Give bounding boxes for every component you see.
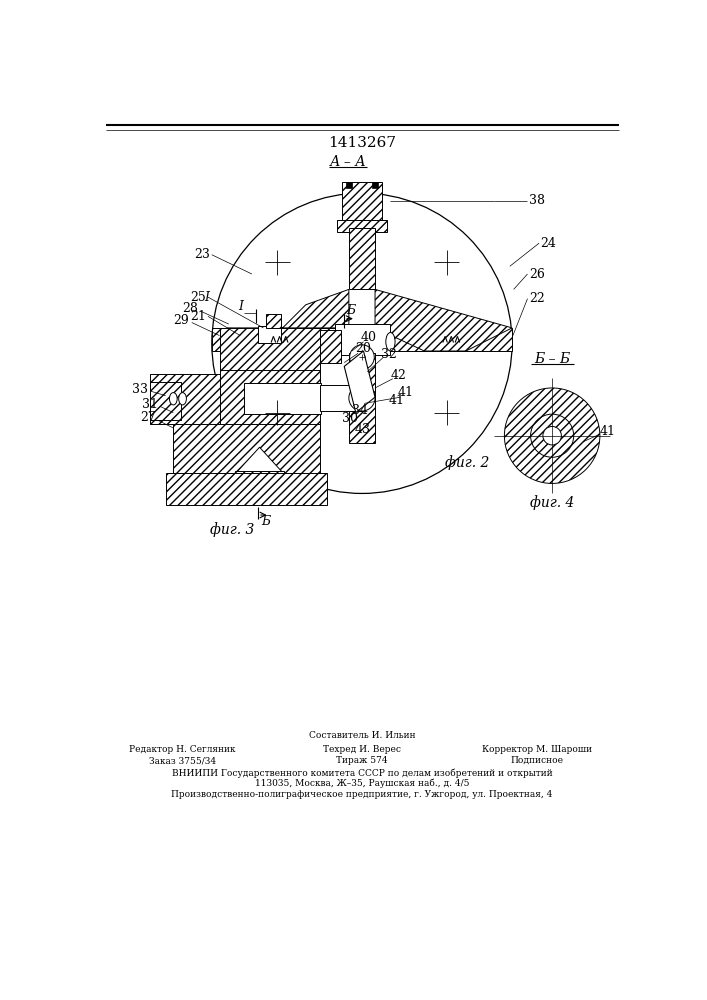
Text: Техред И. Верес: Техред И. Верес [323, 745, 401, 754]
Text: 29: 29 [173, 314, 189, 327]
Ellipse shape [170, 393, 177, 405]
Polygon shape [235, 447, 284, 474]
Bar [349, 228, 375, 289]
Text: 32: 32 [381, 348, 397, 361]
Bar [320, 330, 341, 363]
Circle shape [530, 414, 573, 457]
Text: 1413267: 1413267 [328, 136, 396, 150]
Text: 26: 26 [529, 267, 544, 280]
Text: 41: 41 [600, 425, 616, 438]
Text: Составитель И. Ильин: Составитель И. Ильин [309, 732, 415, 740]
Bar [320, 385, 362, 411]
Text: Производственно-полиграфическое предприятие, г. Ужгород, ул. Проектная, 4: Производственно-полиграфическое предприя… [171, 790, 553, 799]
Bar [375, 328, 512, 351]
Circle shape [212, 193, 512, 493]
Text: Б: Б [261, 515, 270, 528]
Text: 21: 21 [190, 310, 206, 323]
Bar [346, 182, 352, 188]
Polygon shape [227, 289, 349, 351]
Text: Заказ 3755/34: Заказ 3755/34 [149, 756, 216, 765]
Text: 22: 22 [529, 292, 544, 305]
Text: фиг. 3: фиг. 3 [211, 522, 255, 537]
Circle shape [543, 426, 561, 445]
Circle shape [359, 354, 365, 360]
Text: 43: 43 [355, 423, 370, 436]
Bar [337, 220, 387, 232]
Bar [219, 370, 320, 428]
Text: I: I [205, 291, 210, 304]
Bar [258, 326, 281, 343]
Text: фиг. 2: фиг. 2 [445, 455, 490, 470]
Ellipse shape [330, 333, 339, 351]
Text: Тираж 574: Тираж 574 [336, 756, 387, 765]
Bar [372, 182, 378, 188]
Bar [165, 473, 327, 505]
Text: 42: 42 [390, 369, 406, 382]
Ellipse shape [179, 393, 187, 405]
Text: Б: Б [346, 304, 355, 317]
Text: 30: 30 [342, 412, 358, 425]
Text: 25: 25 [190, 291, 206, 304]
Circle shape [504, 388, 600, 483]
Text: 31: 31 [142, 398, 158, 411]
Bar [150, 382, 181, 420]
Text: 38: 38 [529, 194, 544, 207]
Text: 41: 41 [389, 394, 404, 407]
Text: 113035, Москва, Ж–35, Раушская наб., д. 4/5: 113035, Москва, Ж–35, Раушская наб., д. … [255, 779, 469, 788]
Bar [342, 182, 382, 226]
Circle shape [349, 385, 375, 411]
Polygon shape [344, 351, 375, 413]
Text: 41: 41 [398, 386, 414, 399]
Text: 20: 20 [356, 342, 371, 355]
Text: фиг. 4: фиг. 4 [530, 495, 574, 510]
Text: Подписное: Подписное [510, 756, 563, 765]
Text: 27: 27 [140, 411, 156, 424]
Bar [212, 328, 349, 351]
Text: 24: 24 [540, 237, 556, 250]
Bar [349, 353, 375, 443]
Circle shape [350, 345, 374, 369]
Text: 23: 23 [194, 248, 210, 261]
Bar [266, 314, 281, 328]
Bar [150, 374, 219, 424]
Text: 33: 33 [132, 383, 148, 396]
Text: I: I [238, 300, 243, 313]
Text: Редактор Н. Сегляник: Редактор Н. Сегляник [129, 745, 236, 754]
Text: А – А: А – А [329, 155, 366, 169]
Text: 34: 34 [351, 404, 368, 417]
Ellipse shape [386, 333, 395, 351]
Text: Б – Б: Б – Б [534, 352, 571, 366]
Bar [219, 328, 320, 374]
Polygon shape [375, 289, 512, 351]
Text: ВНИИПИ Государственного комитета СССР по делам изобретений и открытий: ВНИИПИ Государственного комитета СССР по… [172, 768, 552, 778]
Bar [235, 471, 284, 490]
Text: 28: 28 [182, 302, 198, 315]
Bar [244, 383, 321, 414]
Text: 40: 40 [361, 331, 377, 344]
Text: Корректор М. Шароши: Корректор М. Шароши [481, 745, 592, 754]
Bar [173, 424, 320, 474]
Bar [335, 324, 390, 355]
